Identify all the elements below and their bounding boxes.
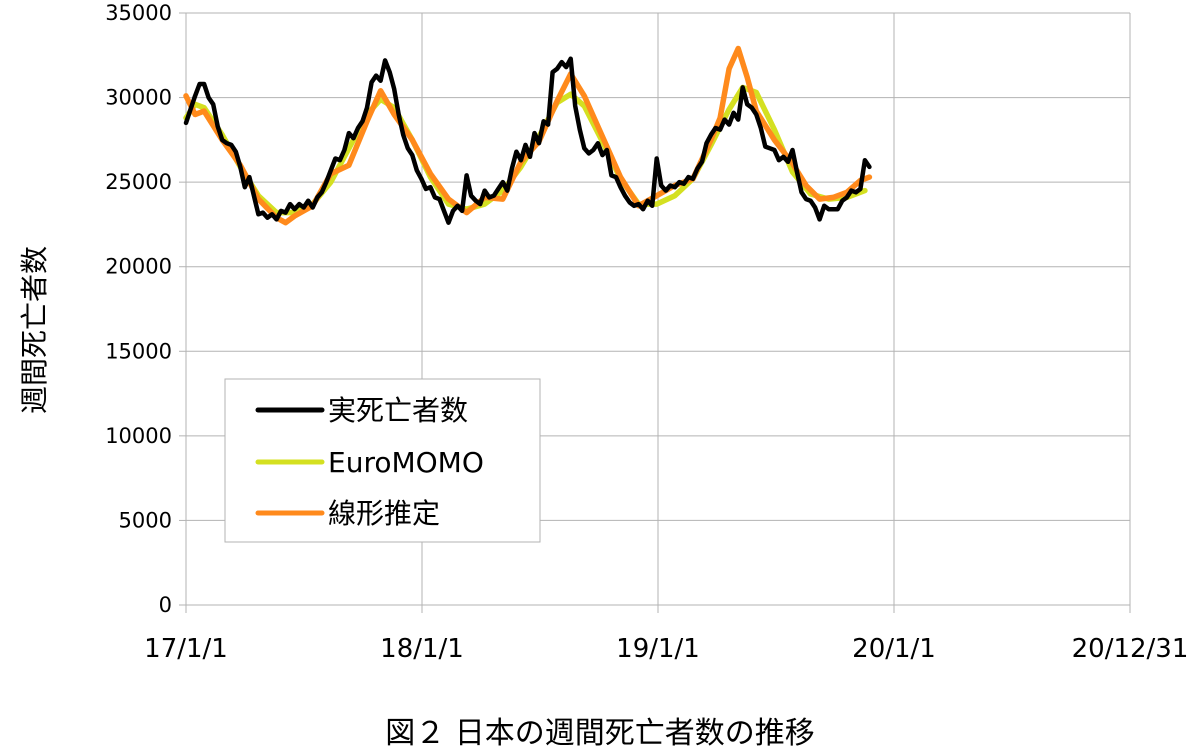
y-tick-label: 15000 xyxy=(105,339,172,363)
x-tick-label: 20/1/1 xyxy=(852,634,936,664)
x-tick-labels: 17/1/1 18/1/1 19/1/1 20/1/1 20/12/31 xyxy=(144,634,1188,664)
y-tick-label: 35000 xyxy=(105,1,172,25)
chart-caption: 図２ 日本の週間死亡者数の推移 xyxy=(385,716,815,751)
y-tick-label: 5000 xyxy=(119,508,172,532)
legend-label-actual: 実死亡者数 xyxy=(328,394,468,427)
series-line-linear xyxy=(183,45,873,226)
y-tick-label: 25000 xyxy=(105,170,172,194)
legend: 実死亡者数 EuroMOMO 線形推定 xyxy=(224,378,541,543)
y-tick-labels: 0 5000 10000 15000 20000 25000 30000 35000 xyxy=(105,1,172,617)
axes xyxy=(179,12,1131,613)
series-lines xyxy=(183,45,873,226)
y-tick-label: 0 xyxy=(159,593,172,617)
y-axis-label: 週間死亡者数 xyxy=(18,246,51,414)
legend-label-euromomo: EuroMOMO xyxy=(328,446,484,479)
x-tick-label: 20/12/31 xyxy=(1072,634,1189,664)
x-tick-label: 18/1/1 xyxy=(380,634,464,664)
y-tick-label: 30000 xyxy=(105,86,172,110)
series-line-actual xyxy=(183,56,872,225)
y-tick-label: 20000 xyxy=(105,255,172,279)
legend-label-linear: 線形推定 xyxy=(328,497,440,530)
x-tick-label: 19/1/1 xyxy=(616,634,700,664)
x-tick-label: 17/1/1 xyxy=(144,634,228,664)
y-tick-label: 10000 xyxy=(105,424,172,448)
